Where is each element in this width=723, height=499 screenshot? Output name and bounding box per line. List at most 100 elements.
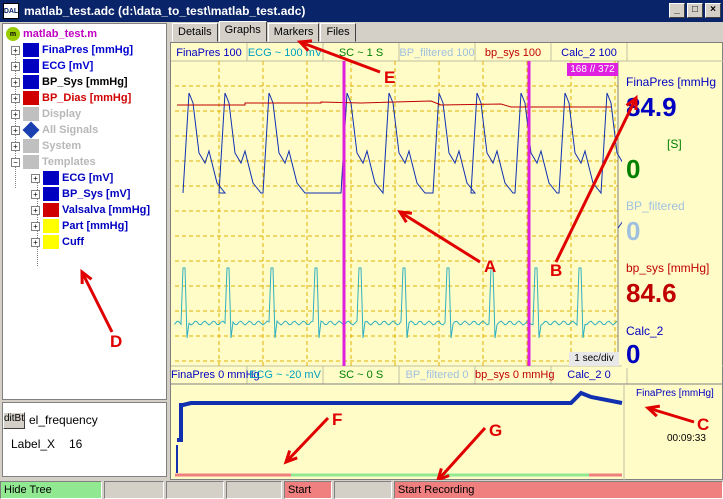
tree-item[interactable]: + ECG [mV] <box>11 58 93 74</box>
template-item[interactable]: + Cuff <box>31 234 84 250</box>
template-item-label: Valsalva [mmHg] <box>62 204 151 216</box>
graph-area[interactable]: FinaPres 100 ECG ~ 100 mV SC ~ 1 S BP_filte… <box>170 42 723 481</box>
window-title: matlab_test.adc (d:\data_to_test\matlab_… <box>24 4 306 18</box>
template-signal-icon <box>43 171 59 185</box>
minimize-button[interactable]: _ <box>669 3 685 18</box>
calc2-value: 0 <box>626 339 641 369</box>
tree-item-label: Templates <box>42 156 96 168</box>
status-pane-1 <box>104 481 164 499</box>
expand-icon[interactable]: + <box>31 173 40 183</box>
tree-root[interactable]: m matlab_test.m <box>6 26 97 42</box>
finapres-value: 84.9 <box>626 92 677 122</box>
expand-icon[interactable]: + <box>31 189 40 199</box>
bottom-channel-header: SC ~ 0 S <box>338 369 384 381</box>
system-icon <box>23 139 39 153</box>
overview-time: 00:09:33 <box>667 433 706 444</box>
bottom-channel-header: FinaPres 0 mmHg <box>171 369 260 381</box>
signal-icon <box>23 59 39 73</box>
expand-icon[interactable]: + <box>31 221 40 231</box>
template-item[interactable]: + Valsalva [mmHg] <box>31 202 150 218</box>
sample-counter: 168 // 372 <box>567 63 618 76</box>
expand-icon[interactable]: + <box>11 93 20 103</box>
tree-item-label: BP_Dias [mmHg] <box>42 92 132 104</box>
tree-item-label: System <box>42 140 82 152</box>
calc2-label: Calc_2 <box>626 324 664 338</box>
signal-icon <box>23 91 39 105</box>
tree-item[interactable]: + FinaPres [mmHg] <box>11 42 133 58</box>
template-item-label: BP_Sys [mV] <box>62 188 131 200</box>
tree-item[interactable]: + BP_Sys [mmHg] <box>11 74 128 90</box>
tree-item[interactable]: + BP_Dias [mmHg] <box>11 90 131 106</box>
matlab-file-icon: m <box>6 27 20 41</box>
sc-value: 0 <box>626 154 641 184</box>
bp-sys-trace <box>177 100 611 108</box>
tree-item[interactable]: + Display <box>11 106 81 122</box>
time-per-division: 1 sec/div <box>569 352 619 366</box>
label-x-name: Label_X <box>11 437 56 451</box>
tab-files[interactable]: Files <box>320 23 356 42</box>
expand-icon[interactable]: + <box>11 45 20 55</box>
annotation-a: A <box>484 257 497 276</box>
template-signal-icon <box>43 219 59 233</box>
template-signal-icon <box>43 187 59 201</box>
expand-icon[interactable]: + <box>11 109 20 119</box>
readout-panel: FinaPres [mmHg 84.9 [S] 0 BP_filtered 0 … <box>622 68 722 369</box>
template-signal-icon <box>43 235 59 249</box>
tree-item[interactable]: − Templates <box>11 154 96 170</box>
annotation-c: C <box>697 415 710 434</box>
bp-sys-value: 84.6 <box>626 278 677 308</box>
tree-item[interactable]: + All Signals <box>11 121 98 139</box>
properties-panel: ditBtn el_frequency Label_X 16 <box>2 402 167 477</box>
bottom-channel-header: BP_filtered 0 <box>405 369 469 381</box>
finapres-label: FinaPres [mmHg <box>626 75 717 89</box>
tab-markers[interactable]: Markers <box>267 23 320 42</box>
expand-icon[interactable]: + <box>31 237 40 247</box>
expand-icon[interactable]: + <box>11 77 20 87</box>
annotation-e: E <box>384 68 396 87</box>
start-button[interactable]: Start <box>284 481 332 499</box>
maximize-button[interactable]: □ <box>687 3 703 18</box>
expand-icon[interactable]: + <box>11 125 20 135</box>
expand-icon[interactable]: + <box>11 141 20 151</box>
templates-icon <box>23 155 39 169</box>
template-item[interactable]: + ECG [mV] <box>31 170 113 186</box>
status-pane-4 <box>334 481 392 499</box>
expand-icon[interactable]: + <box>11 61 20 71</box>
tree-item-label: ECG [mV] <box>42 60 94 72</box>
bottom-channel-header: bp_sys 0 mmHg <box>475 369 555 381</box>
annotation-b: B <box>550 261 563 280</box>
close-button[interactable]: × <box>705 3 721 18</box>
template-signal-icon <box>43 203 59 217</box>
template-item-label: Part [mmHg] <box>62 220 129 232</box>
tree-item-label: BP_Sys [mmHg] <box>42 76 128 88</box>
overview-label: FinaPres [mmHg] <box>636 388 714 399</box>
overview-trace <box>177 390 623 442</box>
hide-tree-button[interactable]: Hide Tree <box>0 481 102 499</box>
ecg-trace <box>174 267 618 339</box>
bp-filtered-label: BP_filtered <box>626 199 685 213</box>
signal-tree[interactable]: m matlab_test.m + FinaPres [mmHg] + ECG [mV… <box>2 23 167 400</box>
tab-graphs[interactable]: Graphs <box>218 21 267 42</box>
status-pane-3 <box>226 481 282 499</box>
template-item-label: Cuff <box>62 236 84 248</box>
template-item[interactable]: + BP_Sys [mV] <box>31 186 130 202</box>
status-bar: Hide Tree Start Start Recording <box>0 480 723 499</box>
edit-button[interactable]: ditBtn <box>3 412 25 429</box>
template-item-label: ECG [mV] <box>62 172 114 184</box>
collapse-icon[interactable]: − <box>11 157 20 167</box>
start-recording-button[interactable]: Start Recording <box>394 481 723 499</box>
annotation-d: D <box>110 332 123 351</box>
expand-icon[interactable]: + <box>31 205 40 215</box>
signal-icon <box>23 75 39 89</box>
app-icon: DAL <box>3 3 19 19</box>
title-bar: DAL matlab_test.adc (d:\data_to_test\mat… <box>0 0 723 22</box>
label-x-value: 16 <box>69 437 83 451</box>
annotation-f: F <box>332 410 343 429</box>
top-channel-header: Calc_2 100 <box>561 47 617 59</box>
top-channel-header: BP_filtered 100 <box>399 47 475 59</box>
template-item[interactable]: + Part [mmHg] <box>31 218 128 234</box>
tree-item-label: Display <box>42 108 82 120</box>
tree-item[interactable]: + System <box>11 138 81 154</box>
tab-details[interactable]: Details <box>172 23 218 42</box>
